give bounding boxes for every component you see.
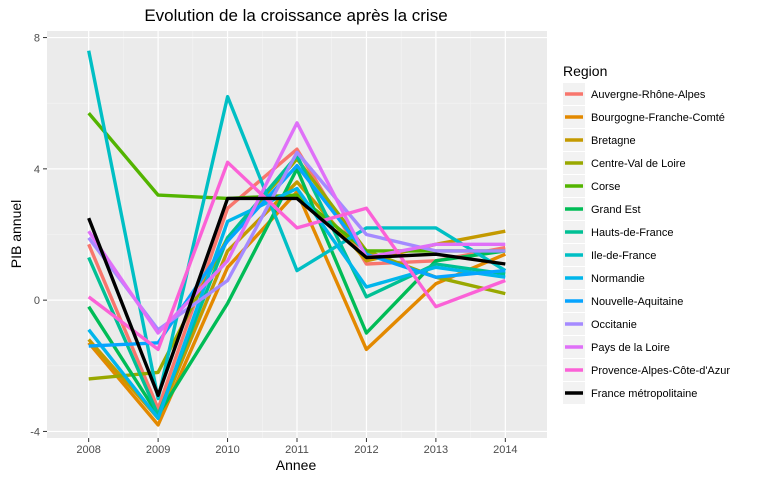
legend-items: Auvergne-Rhône-Alpes Bourgogne-Franche-Co…: [563, 83, 730, 404]
x-tick-label: 2009: [146, 444, 170, 456]
legend: Region Auvergne-Rhône-Alpes Bourgogne-Fra…: [563, 63, 730, 404]
series-line: [87, 160, 506, 352]
legend-title: Region: [563, 63, 607, 79]
x-axis-title: Annee: [276, 457, 317, 473]
x-tick-label: 2008: [76, 444, 100, 456]
legend-label: Corse: [591, 181, 620, 193]
y-tick-label: 4: [34, 164, 40, 176]
legend-label: Provence-Alpes-Côte-d'Azur: [591, 365, 730, 377]
x-tick-label: 2014: [493, 444, 517, 456]
legend-label: Ile-de-France: [591, 250, 656, 262]
y-axis-title: PIB annuel: [8, 200, 24, 269]
legend-label: Normandie: [591, 273, 645, 285]
x-tick-label: 2012: [354, 444, 378, 456]
x-tick-label: 2010: [215, 444, 239, 456]
legend-label: Occitanie: [591, 319, 637, 331]
y-tick-label: 0: [34, 295, 40, 307]
chart-title: Evolution de la croissance après la cris…: [144, 6, 447, 25]
legend-label: Bourgogne-Franche-Comté: [591, 112, 725, 124]
series-line: [87, 186, 506, 420]
legend-label: France métropolitaine: [591, 388, 697, 400]
x-tick-label: 2013: [424, 444, 448, 456]
x-axis-ticks: 2008 2009 2010 2011 2012 2013 2014: [76, 438, 518, 456]
series-lines: [87, 50, 507, 427]
y-tick-label: -4: [30, 426, 40, 438]
legend-label: Bretagne: [591, 135, 636, 147]
series-line: [87, 50, 507, 401]
legend-label: Grand Est: [591, 204, 641, 216]
series-line: [87, 190, 506, 427]
y-tick-label: 8: [34, 33, 40, 45]
series-line: [87, 121, 506, 335]
series-line: [88, 163, 506, 348]
x-tick-label: 2011: [285, 444, 309, 456]
legend-label: Centre-Val de Loire: [591, 158, 686, 170]
legend-label: Pays de la Loire: [591, 342, 670, 354]
y-axis-ticks: -4 0 4 8: [30, 33, 47, 438]
series-line: [87, 150, 506, 332]
legend-label: Auvergne-Rhône-Alpes: [591, 89, 706, 101]
legend-label: Hauts-de-France: [591, 227, 674, 239]
legend-label: Nouvelle-Aquitaine: [591, 296, 683, 308]
series-line: [87, 196, 506, 397]
